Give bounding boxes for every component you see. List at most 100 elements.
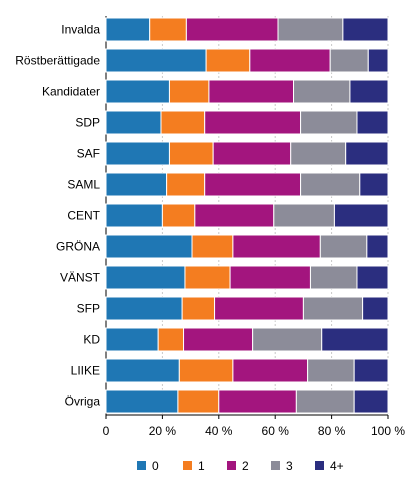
x-tick-label: 40 % xyxy=(205,424,233,438)
bar-segment xyxy=(353,358,389,383)
x-tick-label: 20 % xyxy=(149,424,177,438)
bar-segment xyxy=(367,48,389,73)
bar-segment xyxy=(353,389,389,414)
bar-segment xyxy=(105,79,170,104)
legend-swatch xyxy=(271,461,280,470)
category-label: LIIKE xyxy=(71,364,100,378)
bar-segment xyxy=(333,203,389,228)
bar-segment xyxy=(177,389,220,414)
bar-segment xyxy=(309,265,358,290)
category-label: KD xyxy=(83,333,100,347)
category-labels: Invalda Röstberättigade Kandidater SDP SAF SA… xyxy=(15,23,100,409)
category-label: Övriga xyxy=(65,395,101,409)
bar-segment xyxy=(356,110,389,135)
bar-segment xyxy=(249,48,331,73)
bar-segment xyxy=(184,265,231,290)
bar-segment xyxy=(160,110,206,135)
x-tick-labels: 0 20 % 40 % 60 % 80 % 100 % xyxy=(103,424,406,438)
legend-label: 3 xyxy=(286,459,293,473)
legend-swatch xyxy=(227,461,236,470)
category-label: Kandidater xyxy=(42,85,100,99)
bar-segment xyxy=(204,172,302,197)
bar-segment xyxy=(105,17,151,42)
bar-segment xyxy=(105,234,193,259)
legend-label: 1 xyxy=(198,459,205,473)
bar-segment xyxy=(366,234,389,259)
bar-segment xyxy=(183,327,254,352)
bar-segment xyxy=(205,48,251,73)
bar-segment xyxy=(300,172,361,197)
bar-segment xyxy=(191,234,234,259)
legend-label: 4+ xyxy=(330,459,344,473)
bar-segment xyxy=(345,141,389,166)
bar-segment xyxy=(218,389,297,414)
bar-segment xyxy=(194,203,275,228)
bar-segment xyxy=(290,141,347,166)
category-label: SFP xyxy=(77,302,100,316)
category-label: SAF xyxy=(77,147,100,161)
bar-segment xyxy=(105,358,180,383)
x-tick-label: 0 xyxy=(103,424,110,438)
bar-segment xyxy=(232,358,309,383)
bar-segment xyxy=(277,17,344,42)
bar-segment xyxy=(105,296,183,321)
bar-segment xyxy=(214,296,304,321)
bar-segment xyxy=(319,234,368,259)
legend-label: 2 xyxy=(242,459,249,473)
bar-segment xyxy=(362,296,389,321)
bar-segment xyxy=(232,234,321,259)
legend-swatch xyxy=(315,461,324,470)
bar-segment xyxy=(105,203,163,228)
category-label: GRÖNA xyxy=(56,240,100,254)
bar-segment xyxy=(293,79,351,104)
bar-segment xyxy=(295,389,355,414)
bar-segment xyxy=(185,17,279,42)
x-tick-label: 100 % xyxy=(371,424,405,438)
bar-segment xyxy=(161,203,196,228)
bar-segment xyxy=(229,265,311,290)
bar-segment xyxy=(321,327,389,352)
bar-segment xyxy=(105,389,179,414)
bar-segment xyxy=(342,17,389,42)
bar-segment xyxy=(300,110,358,135)
category-label: SDP xyxy=(75,116,100,130)
legend: 0 1 2 3 4+ xyxy=(137,459,344,473)
bar-segment xyxy=(105,327,159,352)
x-tick-label: 80 % xyxy=(318,424,346,438)
bar-segment xyxy=(204,110,302,135)
bar-segment xyxy=(166,172,206,197)
bar-segment xyxy=(329,48,369,73)
bar-segment xyxy=(252,327,323,352)
legend-swatch xyxy=(183,461,192,470)
bar-segment xyxy=(273,203,335,228)
bar-segment xyxy=(181,296,216,321)
bar-segment xyxy=(359,172,389,197)
bar-segment xyxy=(349,79,389,104)
category-label: VÄNST xyxy=(60,271,101,285)
bar-segment xyxy=(149,17,187,42)
category-label: Invalda xyxy=(61,23,100,37)
category-label: Röstberättigade xyxy=(15,54,100,68)
bar-segment xyxy=(168,79,210,104)
bar-segment xyxy=(178,358,234,383)
category-label: CENT xyxy=(67,209,100,223)
category-label: SAML xyxy=(67,178,100,192)
legend-label: 0 xyxy=(152,459,159,473)
bar-segment xyxy=(168,141,214,166)
bar-segment xyxy=(307,358,355,383)
bar-segment xyxy=(208,79,295,104)
legend-swatch xyxy=(137,461,146,470)
bar-segment xyxy=(157,327,185,352)
bar-segment xyxy=(212,141,292,166)
bar-segment xyxy=(302,296,364,321)
bars-layer xyxy=(105,17,389,414)
bar-segment xyxy=(105,110,162,135)
bar-segment xyxy=(105,172,168,197)
bar-segment xyxy=(105,265,186,290)
bar-segment xyxy=(105,141,170,166)
bar-segment xyxy=(356,265,389,290)
x-tick-label: 60 % xyxy=(262,424,290,438)
bar-segment xyxy=(105,48,207,73)
